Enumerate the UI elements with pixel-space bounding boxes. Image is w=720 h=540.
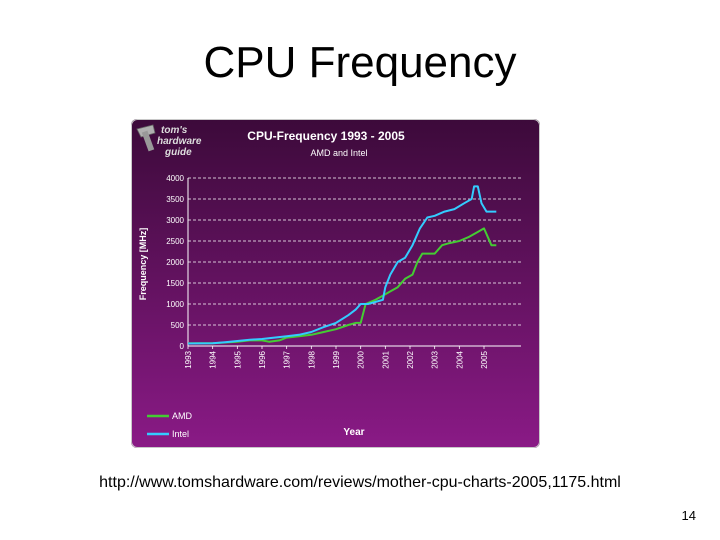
chart-subtitle: AMD and Intel	[310, 148, 367, 158]
toms-hardware-logo-icon: tom's hardware guide	[136, 124, 202, 158]
logo-text-3: guide	[164, 147, 192, 158]
legend-label-intel: Intel	[172, 429, 189, 439]
legend: AMD Intel	[147, 411, 193, 439]
legend-label-amd: AMD	[172, 411, 193, 421]
y-tick-label: 0	[180, 342, 185, 351]
x-axis-label: Year	[343, 427, 364, 438]
grid	[188, 177, 521, 326]
y-tick-label: 500	[171, 321, 185, 330]
x-tick-label: 1993	[184, 350, 193, 368]
x-tick-label: 2003	[431, 350, 440, 368]
slide-title: CPU Frequency	[203, 38, 517, 87]
logo-text-1: tom's	[161, 125, 188, 136]
x-tick-label: 2000	[357, 350, 366, 368]
y-tick-label: 1000	[166, 300, 184, 309]
x-tick-label: 1994	[209, 350, 218, 368]
chart-image: tom's hardware guide CPU-Frequency 1993 …	[131, 119, 540, 448]
x-tick-label: 1998	[307, 350, 316, 368]
series	[187, 185, 497, 345]
x-tick-label: 2001	[381, 350, 390, 368]
x-tick-label: 1995	[233, 350, 242, 368]
x-tick-label: 2002	[406, 350, 415, 368]
x-tick-label: 1997	[283, 350, 292, 368]
y-tick-label: 3500	[166, 195, 184, 204]
series-line-intel	[187, 185, 497, 345]
y-tick-label: 4000	[166, 174, 184, 183]
x-tick-label: 2005	[480, 350, 489, 368]
y-tick-label: 2000	[166, 258, 184, 267]
y-tick-label: 1500	[166, 279, 184, 288]
cpu-frequency-chart: tom's hardware guide CPU-Frequency 1993 …	[131, 119, 540, 448]
chart-background	[131, 119, 540, 448]
page-number: 14	[681, 508, 696, 523]
logo-text-2: hardware	[157, 136, 202, 147]
x-tick-label: 1999	[332, 350, 341, 368]
y-tick-label: 3000	[166, 216, 184, 225]
source-url: http://www.tomshardware.com/reviews/moth…	[99, 474, 621, 491]
y-tick-label: 2500	[166, 237, 184, 246]
axes: 0 500 1000 1500 2000 2500 3000 3500 4000 1993 1994…	[166, 174, 521, 369]
y-axis-label: Frequency [MHz]	[138, 228, 148, 301]
x-tick-label: 2004	[455, 350, 464, 368]
x-tick-label: 1996	[258, 350, 267, 368]
chart-title: CPU-Frequency 1993 - 2005	[247, 129, 405, 143]
chart-border	[131, 119, 540, 448]
